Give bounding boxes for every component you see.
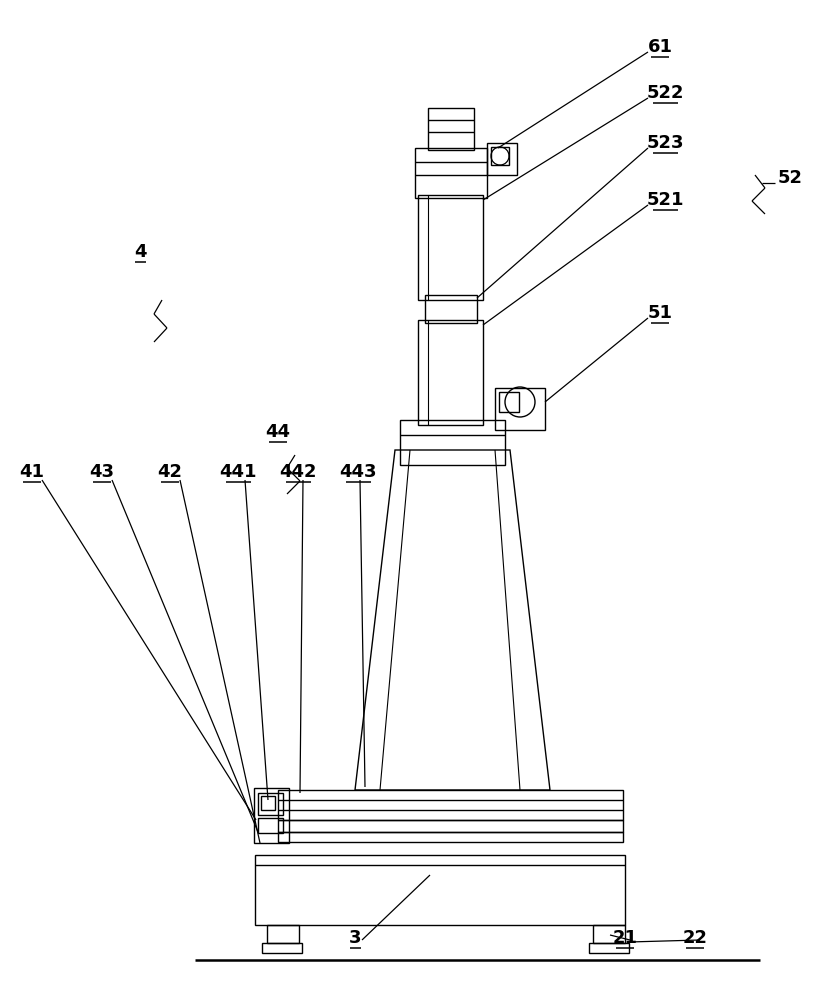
Bar xyxy=(495,388,545,430)
Bar xyxy=(278,820,623,832)
Bar xyxy=(593,925,625,943)
Bar xyxy=(418,195,483,300)
Bar xyxy=(258,818,283,833)
Text: 52: 52 xyxy=(777,169,803,187)
Text: 443: 443 xyxy=(339,463,377,481)
Bar xyxy=(418,320,483,425)
Bar xyxy=(258,793,283,815)
Bar xyxy=(491,147,509,165)
Bar xyxy=(278,790,623,820)
Text: 523: 523 xyxy=(646,134,684,152)
Bar xyxy=(255,855,625,925)
Text: 41: 41 xyxy=(20,463,44,481)
Text: 521: 521 xyxy=(646,191,684,209)
Text: 44: 44 xyxy=(265,423,291,441)
Bar xyxy=(415,148,487,198)
Text: 42: 42 xyxy=(157,463,183,481)
Bar xyxy=(589,943,629,953)
Bar xyxy=(278,832,623,842)
Bar xyxy=(267,925,299,943)
Bar xyxy=(400,420,505,465)
Text: 51: 51 xyxy=(648,304,672,322)
Text: 522: 522 xyxy=(646,84,684,102)
Text: 3: 3 xyxy=(349,929,361,947)
Text: 21: 21 xyxy=(613,929,637,947)
Text: 61: 61 xyxy=(648,38,672,56)
Bar xyxy=(254,788,289,843)
Bar xyxy=(425,295,477,323)
Text: 22: 22 xyxy=(682,929,708,947)
Text: 43: 43 xyxy=(89,463,115,481)
Text: 442: 442 xyxy=(279,463,317,481)
Bar xyxy=(499,392,519,412)
Text: 4: 4 xyxy=(133,243,147,261)
Text: 441: 441 xyxy=(219,463,256,481)
Bar xyxy=(487,143,517,175)
Bar xyxy=(428,108,474,150)
Bar xyxy=(261,796,275,810)
Bar xyxy=(262,943,302,953)
